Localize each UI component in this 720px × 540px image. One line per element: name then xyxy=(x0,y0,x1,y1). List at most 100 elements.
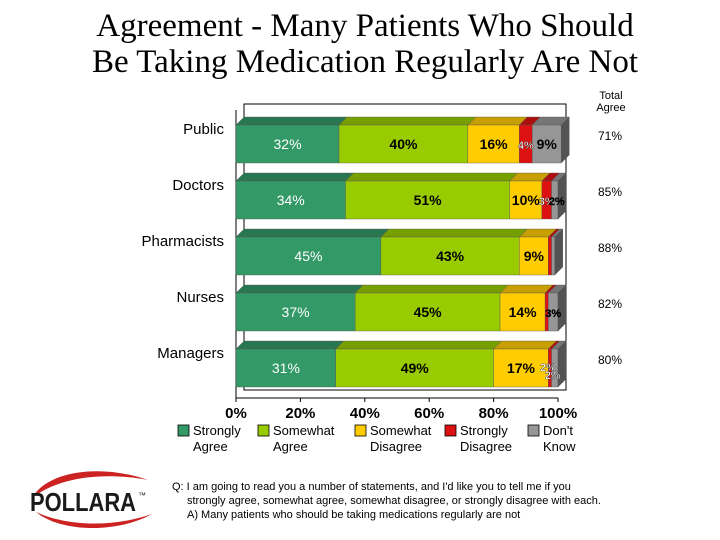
bar-segment-top xyxy=(235,172,354,182)
legend-label: Strongly xyxy=(193,423,241,438)
data-label: 32% xyxy=(274,136,302,152)
title-line-2: Be Taking Medication Regularly Are Not xyxy=(91,44,639,80)
x-tick-label: 80% xyxy=(479,405,509,422)
bar-segment-top xyxy=(235,340,345,350)
legend-label: Somewhat xyxy=(370,423,432,438)
data-label: 3% xyxy=(539,196,555,208)
data-label: 45% xyxy=(294,248,322,264)
legend-swatch xyxy=(177,424,190,437)
logo-swoosh-top xyxy=(32,471,148,498)
bar-segment-top xyxy=(499,284,554,294)
data-label: 10% xyxy=(512,192,541,208)
bar-segment xyxy=(235,236,382,276)
bar-segment xyxy=(551,236,555,276)
legend-swatch xyxy=(257,424,270,437)
bar-segment xyxy=(235,292,356,332)
bar-segment xyxy=(354,292,501,332)
bar-segment-top xyxy=(235,228,390,238)
data-label: 9% xyxy=(524,248,545,264)
data-label: 14% xyxy=(509,304,538,320)
legend-label: Agree xyxy=(193,439,228,454)
bar-segment-top xyxy=(344,172,519,182)
survey-question: Q: I am going to read you a number of st… xyxy=(172,480,712,522)
bar-segment-top xyxy=(338,116,477,126)
category-label: Nurses xyxy=(176,289,224,306)
total-agree-value: 85% xyxy=(598,185,622,199)
title-line-1: Agreement - Many Patients Who Should xyxy=(96,8,634,44)
legend-swatch xyxy=(444,424,457,437)
x-tick-label: 0% xyxy=(225,405,247,422)
total-agree-header: Total xyxy=(599,90,622,102)
bar-end-face xyxy=(557,284,567,332)
x-tick-label: 40% xyxy=(350,405,380,422)
legend-label: Know xyxy=(543,439,576,454)
bar-segment-top xyxy=(380,228,528,238)
data-label: 40% xyxy=(389,136,418,152)
pollara-logo: POLLARA ™ xyxy=(30,471,152,529)
category-label: Doctors xyxy=(172,177,224,194)
total-agree-value: 71% xyxy=(598,129,622,143)
legend-swatch xyxy=(354,424,367,437)
data-label: 34% xyxy=(277,192,305,208)
legend-label: Somewhat xyxy=(273,423,335,438)
question-line-3: A) Many patients who should be taking me… xyxy=(187,509,521,521)
total-agree-header: Agree xyxy=(596,102,625,114)
data-label: 2% xyxy=(545,370,561,382)
legend-label: Disagree xyxy=(370,439,422,454)
bar-end-face xyxy=(557,172,567,220)
bar-end-face xyxy=(557,340,567,388)
logo-text: POLLARA xyxy=(30,487,136,517)
logo-tm: ™ xyxy=(138,491,146,500)
x-tick-label: 60% xyxy=(414,405,444,422)
bar-segment xyxy=(335,348,494,388)
data-label: 16% xyxy=(480,136,509,152)
category-label: Managers xyxy=(157,345,224,362)
bar-segment-top xyxy=(235,116,348,126)
data-label: 17% xyxy=(507,360,536,376)
data-label: 2% xyxy=(540,362,556,374)
bar-segment-top xyxy=(467,116,528,126)
bar-segment-top xyxy=(235,284,364,294)
legend-swatch xyxy=(527,424,540,437)
bar-segment xyxy=(499,292,546,332)
x-tick-label: 20% xyxy=(285,405,315,422)
total-agree-value: 88% xyxy=(598,241,622,255)
bar-end-face xyxy=(561,116,570,164)
data-label: 4% xyxy=(518,140,534,152)
data-label: 2% xyxy=(549,196,565,208)
data-label: 9% xyxy=(537,136,558,152)
legend-label: Strongly xyxy=(460,423,508,438)
data-label: 43% xyxy=(436,248,465,264)
bar-segment xyxy=(532,124,562,164)
bar-segment xyxy=(493,348,549,388)
data-label: 49% xyxy=(401,360,430,376)
category-label: Pharmacists xyxy=(141,233,224,250)
bar-segment xyxy=(509,180,543,220)
logo-swoosh-bottom xyxy=(36,512,152,529)
bar-segment xyxy=(548,236,552,276)
total-agree-value: 82% xyxy=(598,297,622,311)
legend-label: Disagree xyxy=(460,439,512,454)
data-label: 37% xyxy=(282,304,310,320)
category-label: Public xyxy=(183,121,224,138)
x-tick-label: 100% xyxy=(539,405,577,422)
data-label: 3% xyxy=(545,308,561,320)
bar-end-face xyxy=(554,228,563,276)
data-label: 31% xyxy=(272,360,300,376)
question-line-1: Q: I am going to read you a number of st… xyxy=(172,481,571,493)
legend-label: Don't xyxy=(543,423,573,438)
chart-title: Agreement - Many Patients Who Should Be … xyxy=(0,8,720,80)
data-label: 45% xyxy=(414,304,443,320)
bar-segment-top xyxy=(354,284,509,294)
bar-segment-top xyxy=(335,340,503,350)
bar-segment xyxy=(380,236,520,276)
question-line-2: strongly agree, somewhat agree, somewhat… xyxy=(187,495,601,507)
data-label: 51% xyxy=(414,192,443,208)
bar-segment xyxy=(519,236,549,276)
bar-segment xyxy=(338,124,469,164)
bar-segment-top xyxy=(493,340,557,350)
bar-segment xyxy=(345,180,510,220)
legend-label: Agree xyxy=(273,439,308,454)
bar-segment xyxy=(235,348,337,388)
